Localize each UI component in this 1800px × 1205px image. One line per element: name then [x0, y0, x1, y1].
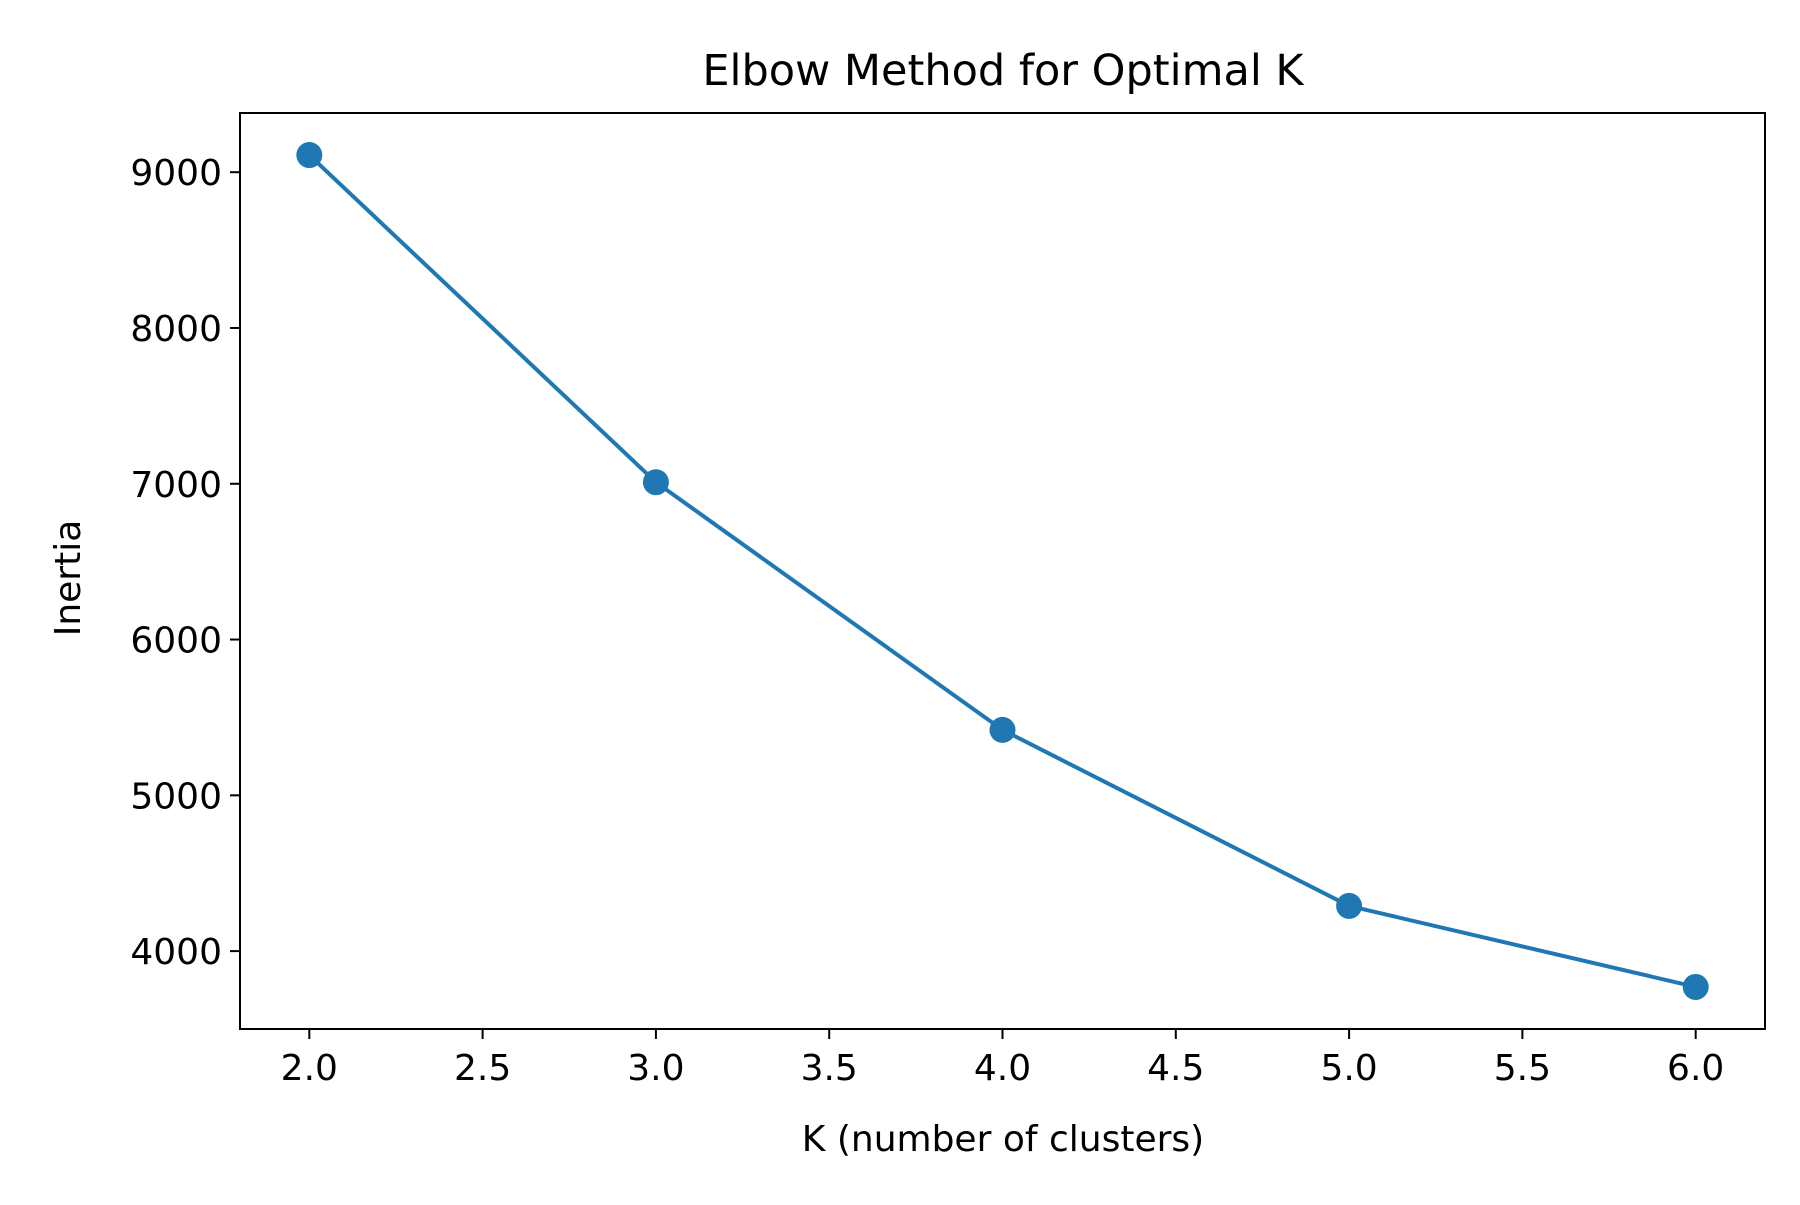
x-tick-label: 4.0 — [974, 1048, 1031, 1089]
x-tick-label: 3.5 — [801, 1048, 858, 1089]
x-tick-label: 3.0 — [627, 1048, 684, 1089]
x-tick-label: 5.0 — [1320, 1048, 1377, 1089]
x-tick-label: 4.5 — [1147, 1048, 1204, 1089]
y-tick-label: 6000 — [130, 621, 222, 662]
data-point — [296, 142, 323, 169]
data-point — [642, 469, 669, 496]
plot-area: 2.0 2.5 3.0 3.5 4.0 4.5 5.0 5.5 6.0 4000 5000 6000 7… — [130, 112, 1766, 1089]
y-tick-label: 4000 — [130, 932, 222, 973]
x-tick-label: 2.5 — [454, 1048, 511, 1089]
y-tick-label: 9000 — [130, 153, 222, 194]
x-tick-label: 5.5 — [1494, 1048, 1551, 1089]
data-point — [1682, 973, 1709, 1000]
data-point — [989, 716, 1016, 743]
y-axis-label: Inertia — [48, 520, 89, 637]
x-axis-label: K (number of clusters) — [802, 1119, 1204, 1160]
x-tick-label: 6.0 — [1667, 1048, 1724, 1089]
data-point — [1336, 892, 1363, 919]
chart-title: Elbow Method for Optimal K — [702, 46, 1305, 96]
series-line — [307, 153, 1697, 989]
y-tick-label: 7000 — [130, 465, 222, 506]
x-tick-label: 2.0 — [281, 1048, 338, 1089]
plot-frame — [239, 112, 1766, 1030]
y-tick-label: 8000 — [130, 309, 222, 350]
y-tick-label: 5000 — [130, 776, 222, 817]
